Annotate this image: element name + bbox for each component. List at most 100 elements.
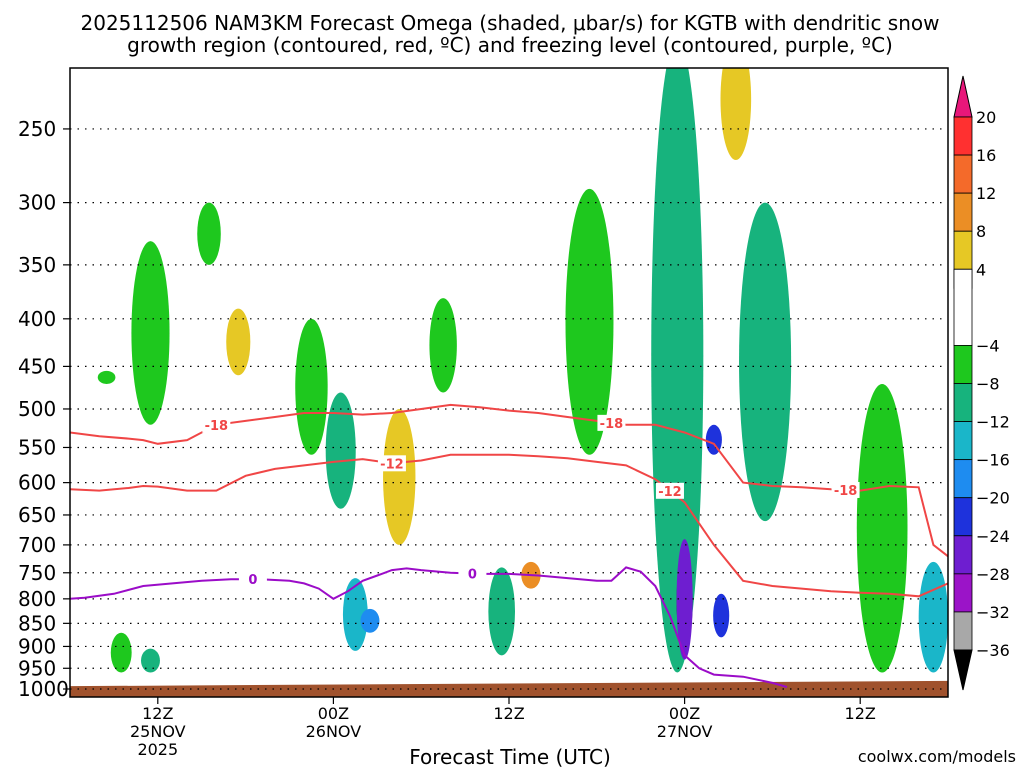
x-axis-label: Forecast Time (UTC) xyxy=(409,745,611,768)
colorbar-bin xyxy=(953,459,973,499)
terrain-fill xyxy=(70,680,948,697)
colorbar-bottom-arrow xyxy=(953,649,973,691)
x-tick-label: 12Z xyxy=(845,704,876,723)
x-tick-label: 12Z xyxy=(142,704,173,723)
colorbar-label: −12 xyxy=(976,413,1010,432)
omega-cell xyxy=(197,202,221,265)
contour-label: 0 xyxy=(248,573,257,588)
y-tick-label: 900 xyxy=(18,634,56,658)
colorbar-label: −16 xyxy=(976,451,1010,470)
contour-label: -18 xyxy=(600,417,624,432)
y-tick-label: 950 xyxy=(18,656,56,680)
contour-label: -12 xyxy=(658,485,682,500)
colorbar-label: 4 xyxy=(976,260,986,279)
colorbar-bin xyxy=(953,383,973,422)
y-tick-label: 1000 xyxy=(18,677,69,701)
contours: -18 -18 -18 -12 -12 0 0 xyxy=(70,403,948,688)
y-tick-label: 600 xyxy=(18,471,56,495)
y-tick-label: 400 xyxy=(18,307,56,331)
omega-cell xyxy=(383,408,416,545)
omega-cell xyxy=(110,632,132,673)
omega-cell xyxy=(360,608,380,633)
colorbar-label: −8 xyxy=(976,375,1000,394)
x-tick-label: 00Z xyxy=(318,704,349,723)
credit-text: coolwx.com/models xyxy=(858,747,1016,766)
x-tick-label: 00Z xyxy=(669,704,700,723)
contour-label-bg xyxy=(597,414,626,431)
colorbar-label: −24 xyxy=(976,527,1010,546)
y-tick-label: 800 xyxy=(18,587,56,611)
colorbar-label: 8 xyxy=(976,222,986,241)
contour-label-bg xyxy=(831,481,860,498)
omega-field xyxy=(70,68,948,697)
plot-area: -18 -18 -18 -12 -12 0 0 250 300 350 400 450 500 550 60… xyxy=(18,67,949,759)
colorbar-bin xyxy=(953,116,973,156)
colorbar-bin xyxy=(953,345,973,384)
omega-cell xyxy=(325,392,356,509)
colorbar-label: −36 xyxy=(976,641,1010,660)
omega-cell xyxy=(565,188,614,455)
colorbar-label: −20 xyxy=(976,489,1010,508)
contour-label-bg xyxy=(458,565,487,582)
omega-cell xyxy=(918,561,948,673)
x-tick-label: 26NOV xyxy=(306,722,362,741)
x-tick-label: 25NOV xyxy=(130,722,186,741)
x-tick-label: 2025 xyxy=(137,740,178,759)
x-tick-label: 27NOV xyxy=(657,722,713,741)
contour-line--18 xyxy=(70,403,948,558)
omega-cell xyxy=(720,68,752,161)
omega-cell xyxy=(713,593,730,638)
y-tick-label: 650 xyxy=(18,503,56,527)
contour-label-bg xyxy=(377,455,406,472)
y-tick-label: 350 xyxy=(18,253,56,277)
title-line-1: 2025112506 NAM3KM Forecast Omega (shaded… xyxy=(81,11,940,35)
contour-label-bg xyxy=(655,482,684,499)
x-tick-label: 12Z xyxy=(493,704,524,723)
colorbar-label: 20 xyxy=(976,108,996,127)
colorbar-bin xyxy=(953,497,973,537)
colorbar-bin xyxy=(953,192,973,232)
y-tick-label: 750 xyxy=(18,561,56,585)
omega-cell xyxy=(429,298,457,393)
colorbar-bin xyxy=(953,230,973,270)
contour-label-bg xyxy=(238,571,267,588)
omega-cell xyxy=(342,578,368,651)
omega-cell xyxy=(97,370,116,384)
colorbar-label: 16 xyxy=(976,146,996,165)
y-tick-label: 500 xyxy=(18,397,56,421)
contour-line--12 xyxy=(70,453,948,598)
omega-cell xyxy=(705,424,722,455)
omega-cell xyxy=(141,648,160,673)
y-tick-label: 700 xyxy=(18,533,56,557)
omega-cell xyxy=(226,308,251,376)
y-tick-label: 450 xyxy=(18,354,56,378)
colorbar-label: −4 xyxy=(976,336,1000,355)
y-tick-label: 300 xyxy=(18,191,56,215)
y-axis: 2503003504004505005506006507007508008509… xyxy=(18,117,70,701)
y-tick-label: 250 xyxy=(18,117,56,141)
omega-cell xyxy=(676,539,693,660)
colorbar-bin xyxy=(953,535,973,575)
omega-cell xyxy=(856,383,908,673)
omega-cell xyxy=(295,318,328,455)
colorbar: 20 16 12 8 4 −4 −8 −12 −16 −20 −24 −28 −32 −36 xyxy=(953,75,1010,691)
colorbar-bin xyxy=(953,268,973,346)
colorbar-bin xyxy=(953,611,973,651)
colorbar-label: −28 xyxy=(976,565,1010,584)
colorbar-bin xyxy=(953,573,973,613)
colorbar-bin xyxy=(953,154,973,194)
contour-line-0 xyxy=(70,566,788,688)
contour-label-bg xyxy=(202,416,231,433)
colorbar-label: −32 xyxy=(976,603,1010,622)
contour-label: -18 xyxy=(205,419,229,434)
colorbar-bin xyxy=(953,421,973,461)
omega-cell xyxy=(739,202,792,522)
omega-cell xyxy=(488,567,516,656)
omega-cell xyxy=(131,241,170,425)
colorbar-label: 12 xyxy=(976,184,996,203)
y-tick-label: 850 xyxy=(18,611,56,635)
title-line-2: growth region (contoured, red, ºC) and f… xyxy=(127,33,893,57)
contour-label: -12 xyxy=(380,457,404,472)
